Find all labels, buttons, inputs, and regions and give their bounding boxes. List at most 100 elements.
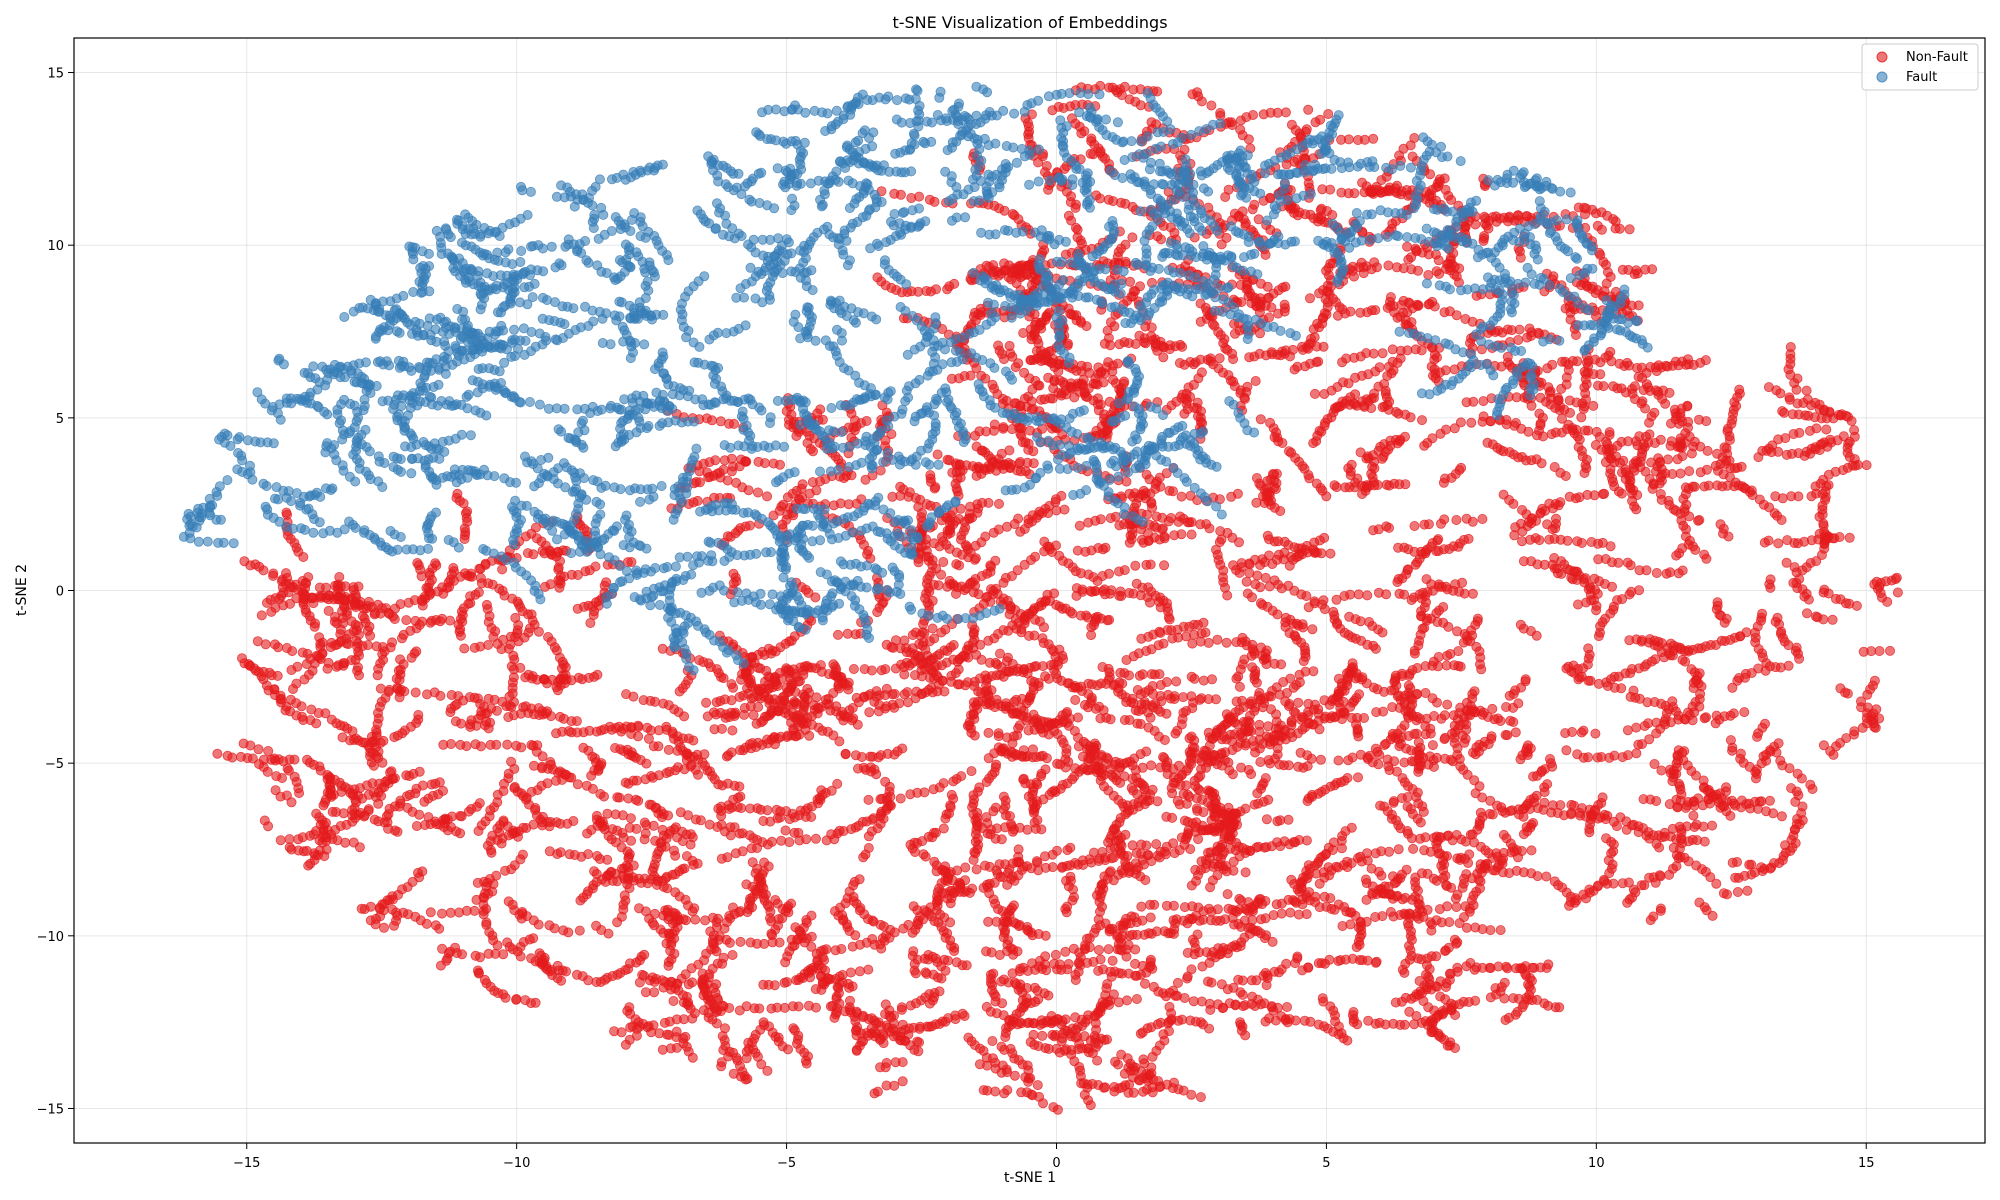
- scatter-point: [1498, 489, 1509, 500]
- scatter-point: [1215, 108, 1226, 119]
- scatter-point: [1146, 1068, 1157, 1079]
- scatter-point: [632, 775, 643, 786]
- scatter-point: [1362, 590, 1373, 601]
- scatter-point: [715, 416, 726, 427]
- scatter-point: [1070, 763, 1081, 774]
- scatter-point: [302, 754, 313, 765]
- scatter-point: [1427, 740, 1438, 751]
- scatter-point: [762, 491, 773, 502]
- scatter-point: [423, 812, 434, 823]
- scatter-point: [1590, 728, 1601, 739]
- scatter-point: [1542, 363, 1553, 374]
- scatter-point: [564, 849, 575, 860]
- scatter-point: [860, 474, 871, 485]
- scatter-point: [1131, 994, 1142, 1005]
- scatter-point: [612, 917, 623, 928]
- scatter-point: [726, 466, 737, 477]
- scatter-point: [1819, 538, 1830, 549]
- scatter-point: [1385, 292, 1396, 303]
- scatter-point: [271, 771, 282, 782]
- scatter-point: [590, 561, 601, 572]
- scatter-point: [1599, 488, 1610, 499]
- scatter-point: [1333, 755, 1344, 766]
- scatter-point: [905, 1000, 916, 1011]
- scatter-point: [776, 835, 787, 846]
- scatter-point: [731, 477, 742, 488]
- scatter-point: [1308, 324, 1319, 335]
- scatter-point: [1141, 840, 1152, 851]
- scatter-point: [945, 917, 956, 928]
- scatter-point: [1214, 353, 1225, 364]
- scatter-point: [430, 920, 441, 931]
- scatter-point: [735, 936, 746, 947]
- scatter-point: [1631, 722, 1642, 733]
- scatter-point: [1576, 412, 1587, 423]
- scatter-point: [1220, 191, 1231, 202]
- scatter-point: [896, 1004, 907, 1015]
- scatter-point: [711, 979, 722, 990]
- scatter-point: [1712, 597, 1723, 608]
- scatter-point: [1226, 491, 1237, 502]
- scatter-point: [1206, 950, 1217, 961]
- scatter-point: [544, 846, 555, 857]
- scatter-point: [1186, 529, 1197, 540]
- scatter-point: [1409, 648, 1420, 659]
- scatter-point: [1353, 772, 1364, 783]
- scatter-point: [1284, 446, 1295, 457]
- scatter-point: [450, 716, 461, 727]
- scatter-point: [469, 692, 480, 703]
- scatter-point: [663, 960, 674, 971]
- scatter-point: [1442, 650, 1453, 661]
- scatter-point: [373, 798, 384, 809]
- scatter-point: [1147, 681, 1158, 692]
- scatter-point: [504, 941, 515, 952]
- scatter-point: [886, 1012, 897, 1023]
- scatter-point: [1337, 357, 1348, 368]
- scatter-point: [663, 810, 674, 821]
- scatter-point: [1701, 712, 1712, 723]
- scatter-point: [1186, 517, 1197, 528]
- scatter-point: [1186, 964, 1197, 975]
- scatter-point: [435, 690, 446, 701]
- scatter-point: [1381, 589, 1392, 600]
- scatter-point: [268, 570, 279, 581]
- scatter-point: [1137, 762, 1148, 773]
- scatter-point: [1513, 210, 1524, 221]
- scatter-point: [1195, 1092, 1206, 1103]
- scatter-point: [1543, 959, 1554, 970]
- scatter-point: [806, 910, 817, 921]
- scatter-point: [1192, 929, 1203, 940]
- scatter-point: [1622, 725, 1633, 736]
- scatter-point: [1732, 887, 1743, 898]
- scatter-point: [737, 846, 748, 857]
- scatter-point: [469, 905, 480, 916]
- scatter-point: [1561, 745, 1572, 756]
- scatter-point: [1455, 661, 1466, 672]
- scatter-point: [1280, 281, 1291, 292]
- scatter-point: [1701, 416, 1712, 427]
- scatter-point: [459, 643, 470, 654]
- scatter-point: [1634, 585, 1645, 596]
- scatter-point: [558, 925, 569, 936]
- scatter-point: [1093, 965, 1104, 976]
- scatter-point: [720, 1023, 731, 1034]
- scatter-point: [1788, 428, 1799, 439]
- scatter-point: [1164, 485, 1175, 496]
- scatter-point: [940, 1016, 951, 1027]
- scatter-point: [854, 874, 865, 885]
- scatter-point: [1679, 506, 1690, 517]
- scatter-point: [503, 712, 514, 723]
- scatter-point: [1742, 885, 1753, 896]
- scatter-point: [981, 685, 992, 696]
- scatter-point: [1892, 587, 1903, 598]
- scatter-point: [444, 615, 455, 626]
- scatter-point: [851, 1025, 862, 1036]
- scatter-point: [544, 920, 555, 931]
- scatter-point: [1012, 946, 1023, 957]
- scatter-point: [1631, 265, 1642, 276]
- scatter-point: [1835, 683, 1846, 694]
- scatter-point: [1794, 653, 1805, 664]
- scatter-point: [1707, 910, 1718, 921]
- scatter-point: [1390, 997, 1401, 1008]
- scatter-point: [748, 710, 759, 721]
